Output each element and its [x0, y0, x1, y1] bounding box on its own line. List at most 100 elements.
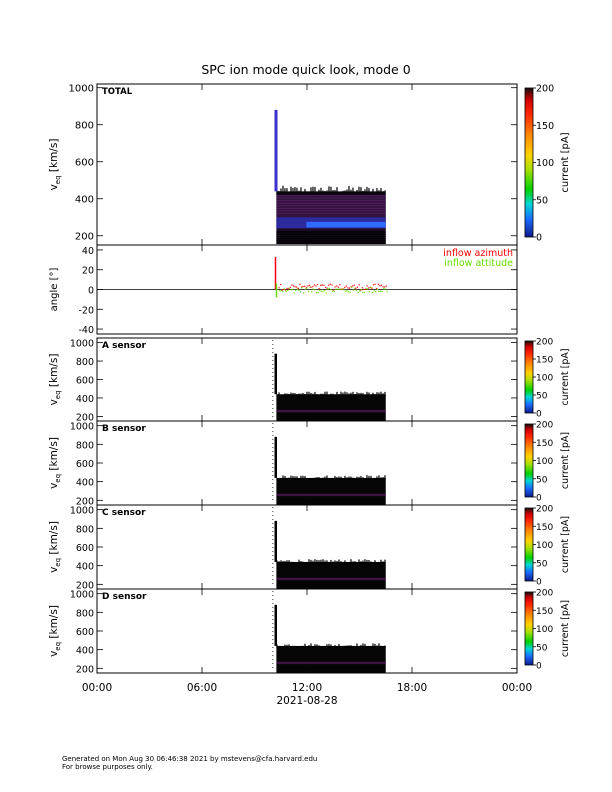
spectrogram-edge-tick [324, 560, 326, 564]
spectrogram-edge-tick [320, 187, 322, 196]
spectrogram-edge-tick [338, 559, 340, 564]
spectrogram-edge-tick [366, 646, 368, 648]
spectrogram-edge-tick [276, 394, 278, 397]
spectrogram-edge-tick [278, 645, 280, 648]
azimuth-point [308, 284, 311, 286]
azimuth-point [292, 285, 295, 287]
attitude-point [288, 287, 290, 289]
spectrogram-edge-tick [356, 562, 358, 564]
panel-d: 200 400 600 800 1000 D sensor veq [km/s] 0 50 100… [48, 588, 571, 675]
spectrogram-edge-tick [290, 561, 292, 564]
attitude-point [333, 290, 335, 293]
spectrogram-edge-tick [342, 392, 344, 397]
panel-frame [96, 244, 518, 335]
attitude-point [344, 290, 346, 292]
azimuth-point [382, 286, 384, 288]
spectrogram-edge-tick [280, 560, 282, 564]
spectrogram-edge-tick [314, 559, 316, 564]
attitude-point [386, 290, 388, 293]
spectrogram-edge-tick [304, 562, 306, 564]
spectrogram-edge-tick [328, 395, 330, 397]
spectrogram-edge-tick [324, 191, 326, 196]
azimuth-point [297, 287, 299, 289]
spectrogram-edge-tick [324, 476, 326, 480]
spectrogram-edge-tick [300, 561, 302, 564]
spectrogram-edge-tick [310, 559, 312, 564]
spectrogram-edge-tick [372, 562, 374, 564]
spectrogram-edge-tick [344, 190, 346, 196]
attitude-point [314, 289, 316, 291]
spectrogram-bulk-band [276, 409, 386, 413]
spectrogram-edge-tick [276, 478, 278, 480]
azimuth-point [315, 285, 317, 287]
y-tick-label: 600 [75, 158, 94, 169]
y-tick-label: 400 [76, 562, 94, 573]
attitude-point [341, 289, 343, 291]
y-tick-label: 200 [75, 232, 94, 243]
attitude-point [370, 286, 372, 289]
spectrogram-edge-tick [352, 646, 354, 648]
panel-a: 200 400 600 800 1000 A sensor veq [km/s] 0 50 100… [48, 337, 571, 423]
spectrogram-edge-tick [384, 391, 386, 397]
colorbar: 0 50 100 150 200 current [pA] [524, 421, 571, 504]
spectrogram-edge-tick [372, 643, 374, 648]
panel-label: D sensor [102, 592, 147, 602]
velocity-axis-label: veq [km/s] [48, 139, 62, 191]
azimuth-point [329, 283, 331, 285]
attitude-point [381, 290, 383, 292]
attitude-point [327, 288, 329, 290]
spectrogram-edge-tick [354, 561, 356, 564]
y-tick-label: 800 [76, 357, 94, 368]
spectrogram-edge-tick [378, 475, 380, 480]
colorbar-label: current [pA] [560, 432, 571, 489]
spectrogram-edge-tick [278, 392, 280, 397]
attitude-point [290, 289, 292, 291]
spectrogram-spike [274, 436, 277, 478]
y-tick-label: 1000 [70, 422, 94, 433]
spectrogram-edge-tick [320, 646, 322, 648]
colorbar: 0 50 100 150 200 current [pA] [524, 84, 571, 244]
figure-title: SPC ion mode quick look, mode 0 [201, 62, 410, 77]
spectrogram-edge-tick [372, 392, 374, 397]
y-tick-label: 200 [76, 496, 94, 507]
spectrogram-edge-tick [316, 394, 318, 397]
spectrogram-edge-tick [332, 477, 334, 480]
spectrogram-fill [276, 394, 386, 421]
colorbar: 0 50 100 150 200 current [pA] [524, 338, 571, 420]
spectrogram-edge-tick [368, 559, 370, 564]
spectrogram-area [272, 591, 386, 673]
y-tick-label: 800 [76, 608, 94, 619]
attitude-point [279, 289, 281, 292]
panel-c: 200 400 600 800 1000 C sensor veq [km/s] 0 50 100… [48, 504, 571, 591]
spectrogram-edge-tick [382, 191, 384, 196]
spectrogram-edge-tick [364, 559, 366, 564]
spectrogram-edge-tick [362, 190, 364, 196]
spectrogram-edge-tick [364, 478, 366, 480]
attitude-point [315, 291, 318, 294]
spectrogram-edge-tick [286, 188, 288, 196]
spectrogram-edge-tick [316, 477, 318, 480]
spectrogram-edge-tick [304, 188, 306, 196]
attitude-point [354, 287, 356, 289]
x-tick-label: 00:00 [82, 682, 112, 694]
attitude-point [384, 288, 386, 290]
y-tick-label: 40 [82, 246, 94, 257]
spectrogram-edge-tick [294, 476, 296, 480]
panel-label: TOTAL [102, 87, 133, 97]
spectrogram-edge-tick [282, 394, 284, 397]
attitude-point [357, 291, 359, 293]
spectrogram-edge-tick [362, 643, 364, 648]
spectrogram-edge-tick [380, 188, 382, 196]
azimuth-point [337, 286, 339, 288]
azimuth-point [302, 285, 304, 288]
spectrogram-edge-tick [346, 562, 348, 564]
spectrogram-edge-tick [340, 476, 342, 480]
colorbar: 0 50 100 150 200 current [pA] [524, 505, 571, 588]
spectrogram-edge-tick [314, 391, 316, 397]
spectrogram-edge-tick [374, 643, 376, 648]
spectrogram-edge-tick [376, 476, 378, 480]
spectrogram-edge-tick [354, 646, 356, 648]
spectrogram-edge-tick [320, 478, 322, 480]
y-tick-label: 1000 [70, 339, 94, 350]
colorbar-scale [524, 340, 534, 414]
